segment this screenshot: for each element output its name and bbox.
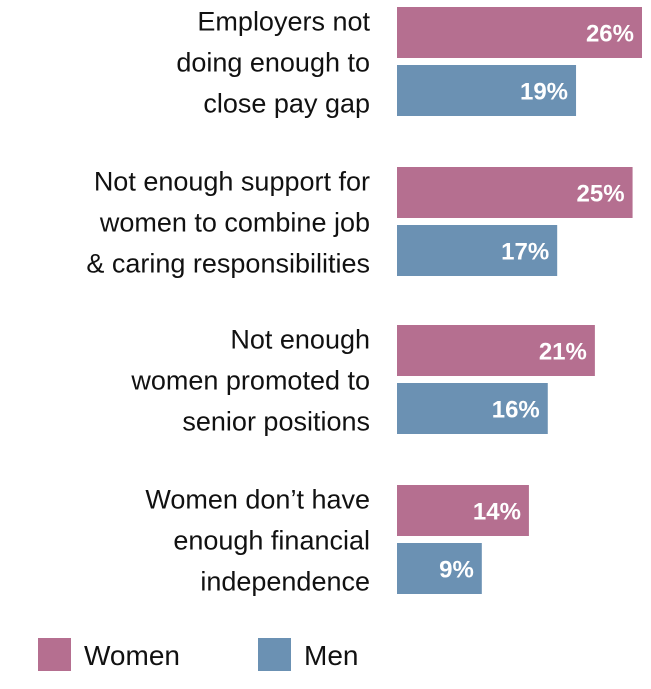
category-group: Employers not doing enough to close pay ga… (176, 7, 642, 119)
bar-men (397, 543, 482, 594)
bar-value-label: 21% (539, 339, 587, 366)
category-group: Women don’t have enough financial independ… (145, 485, 529, 597)
category-label-line: enough financial (173, 526, 370, 556)
category-label-line: independence (200, 567, 370, 597)
legend-item: Men (258, 638, 358, 671)
bar-women (397, 167, 633, 218)
chart-groups: Employers not doing enough to close pay ga… (86, 7, 642, 597)
bar-value-label: 16% (492, 397, 540, 424)
category-label-line: women to combine job (99, 208, 370, 238)
category-label-line: Women don’t have (145, 485, 370, 515)
category-label-line: senior positions (182, 407, 370, 437)
bar-women (397, 325, 595, 376)
legend-swatch (258, 638, 291, 671)
legend: Women Men (38, 638, 358, 671)
category-label: Not enough support for women to combine j… (86, 167, 370, 279)
legend-item: Women (38, 638, 180, 671)
bar-women (397, 485, 529, 536)
bar-value-label: 25% (577, 181, 625, 208)
category-label: Employers not doing enough to close pay ga… (176, 7, 370, 119)
category-group: Not enough support for women to combine j… (86, 167, 633, 279)
bar-value-label: 17% (501, 239, 549, 266)
legend-swatch (38, 638, 71, 671)
category-label-line: & caring responsibilities (86, 249, 370, 279)
category-label: Not enough women promoted to senior positi… (130, 325, 370, 437)
bar-value-label: 9% (439, 557, 474, 584)
category-label-line: women promoted to (130, 366, 370, 396)
bar-men (397, 383, 548, 434)
legend-label: Women (84, 640, 180, 671)
category-label-line: Not enough (230, 325, 370, 355)
legend-label: Men (304, 640, 358, 671)
bar-value-label: 14% (473, 499, 521, 526)
bar-men (397, 225, 558, 276)
bar-women (397, 7, 642, 58)
bar-value-label: 26% (586, 21, 634, 48)
category-label: Women don’t have enough financial independ… (145, 485, 370, 597)
category-label-line: Not enough support for (94, 167, 370, 197)
bar-value-label: 19% (520, 79, 568, 106)
category-label-line: Employers not (197, 7, 370, 37)
category-label-line: doing enough to (176, 48, 370, 78)
bar-men (397, 65, 577, 116)
category-group: Not enough women promoted to senior positi… (130, 325, 595, 437)
category-label-line: close pay gap (203, 89, 370, 119)
